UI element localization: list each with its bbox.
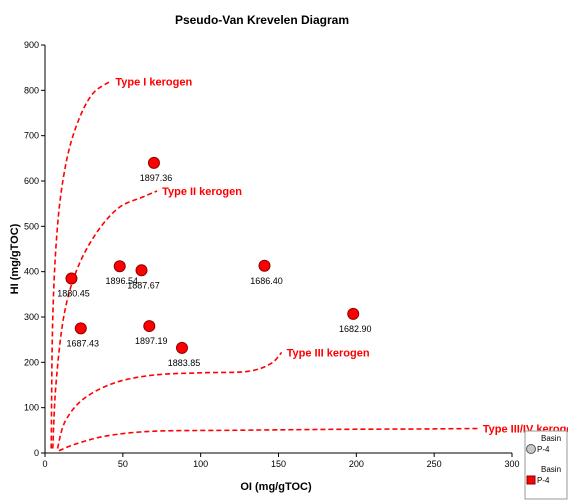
data-point: [347, 307, 360, 320]
data-point: [175, 341, 188, 354]
data-point-label: 1897.19: [135, 336, 168, 346]
chart-title: Pseudo-Van Krevelen Diagram: [175, 13, 349, 27]
y-axis-title: HI (mg/gTOC): [9, 223, 21, 294]
data-point: [143, 320, 156, 333]
legend-circle-marker: [526, 444, 536, 454]
x-tick-label: 150: [271, 459, 286, 469]
legend-entry-label: P-4: [537, 476, 550, 485]
kerogen-curve: [50, 80, 111, 449]
y-tick-label: 500: [24, 221, 39, 231]
y-tick-label: 200: [24, 357, 39, 367]
data-point-label: 1687.43: [67, 338, 100, 348]
legend-square-marker: [526, 475, 536, 485]
kerogen-curve: [56, 351, 283, 449]
legend: Basin P-4 Basin P-4: [524, 430, 568, 500]
kerogen-curve: [58, 427, 478, 452]
data-point: [113, 260, 126, 273]
axes: 0 50 100 150 200 250 300 0 100 200 300 400 500 600 700…: [24, 40, 520, 469]
data-point: [74, 322, 87, 335]
data-point-label: 1880.45: [57, 288, 90, 298]
data-point: [65, 272, 78, 285]
legend-entry-label: P-4: [537, 445, 550, 454]
x-tick-label: 0: [42, 459, 47, 469]
data-point-label: 1682.90: [339, 324, 372, 334]
data-point: [147, 156, 160, 169]
y-tick-label: 0: [34, 448, 39, 458]
y-tick-label: 900: [24, 40, 39, 50]
data-point-label: 1897.36: [140, 173, 173, 183]
data-point-label: 1686.40: [250, 276, 283, 286]
kerogen-curve: [52, 190, 158, 449]
y-tick-label: 100: [24, 403, 39, 413]
kerogen-type-curves: Type I kerogen Type II kerogen Type III ke…: [50, 76, 568, 452]
x-tick-label: 300: [504, 459, 519, 469]
y-tick-label: 700: [24, 131, 39, 141]
kerogen-curve-label: Type II kerogen: [162, 186, 242, 198]
data-point: [258, 259, 271, 272]
x-axis-title: OI (mg/gTOC): [240, 481, 312, 493]
y-tick-label: 300: [24, 312, 39, 322]
data-point-label: 1887.67: [127, 280, 160, 290]
y-tick-label: 400: [24, 267, 39, 277]
x-tick-label: 50: [118, 459, 128, 469]
data-point-label: 1896.54: [105, 276, 138, 286]
x-tick-label: 100: [193, 459, 208, 469]
x-tick-label: 200: [349, 459, 364, 469]
y-tick-label: 600: [24, 176, 39, 186]
data-point: [135, 264, 148, 277]
y-tick-label: 800: [24, 85, 39, 95]
x-tick-label: 250: [427, 459, 442, 469]
legend-group-title: Basin: [541, 434, 561, 443]
legend-group-title: Basin: [541, 465, 561, 474]
data-point-label: 1883.85: [168, 358, 201, 368]
kerogen-curve-label: Type III kerogen: [287, 347, 370, 359]
legend-box: [524, 430, 568, 500]
kerogen-curve-label: Type I kerogen: [115, 76, 192, 88]
